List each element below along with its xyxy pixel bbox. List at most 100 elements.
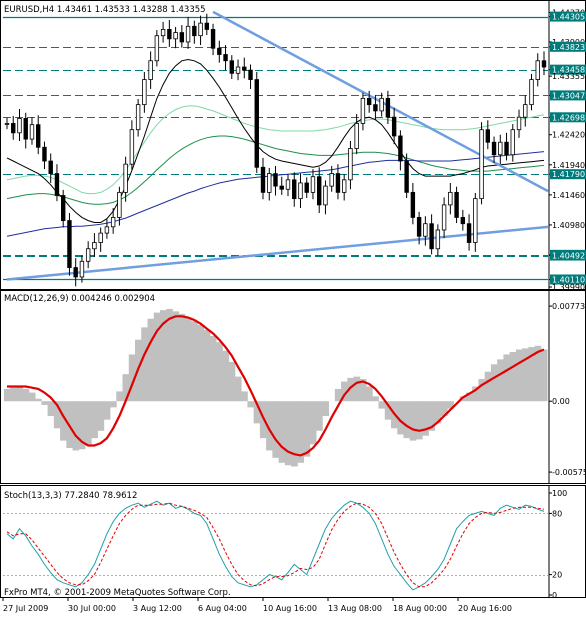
price-bar <box>148 51 153 89</box>
price-bar <box>110 208 116 234</box>
stoch-panel[interactable]: Stoch(13,3,3) 77.2840 78.9612 100 80 20 0 FxP… <box>0 485 586 618</box>
price-bar <box>185 16 191 49</box>
price-bar-body <box>429 223 434 250</box>
price-bar <box>135 98 141 137</box>
macd-histogram-bar <box>197 324 205 402</box>
price-bar <box>404 153 409 199</box>
price-bar <box>529 73 534 111</box>
macd-histogram-bar <box>384 401 392 420</box>
price-bar <box>348 140 353 190</box>
price-bar <box>535 53 540 87</box>
stoch-label: 80 <box>552 509 562 518</box>
macd-histogram-bar <box>484 371 492 402</box>
price-label: 1.41460 <box>552 191 585 200</box>
macd-histogram-bar <box>540 349 548 402</box>
macd-histogram-bar <box>103 401 111 420</box>
trendline-support <box>6 225 549 281</box>
price-bar <box>385 90 391 125</box>
price-bar-body <box>298 182 303 200</box>
price-panel[interactable]: EURUSD,H4 1.43461 1.43533 1.43288 1.4335… <box>0 0 586 290</box>
price-bar-body <box>179 32 185 43</box>
macd-histogram-bar <box>272 401 280 458</box>
price-bar-body <box>479 129 484 200</box>
macd-histogram-bar <box>216 342 223 402</box>
price-bar-body <box>373 104 378 112</box>
price-bar-body <box>379 97 384 112</box>
price-label-highlight <box>550 90 586 101</box>
macd-histogram-bar <box>222 350 230 402</box>
price-bar <box>60 189 66 228</box>
macd-histogram-bar <box>428 401 436 431</box>
macd-histogram-bar <box>503 354 511 402</box>
price-chart[interactable]: EURUSD,H4 1.43461 1.43533 1.43288 1.4335… <box>0 0 586 290</box>
time-label: 13 Aug 08:00 <box>328 604 382 613</box>
price-bar-body <box>23 118 28 140</box>
price-bar <box>273 166 278 196</box>
price-label-highlight <box>550 11 586 22</box>
price-bar-body <box>185 25 191 43</box>
macd-histogram-bar <box>22 388 30 402</box>
price-bar-body <box>204 22 210 30</box>
macd-histogram-bar <box>241 391 248 402</box>
price-bar <box>373 95 378 121</box>
price-bar <box>79 255 85 283</box>
macd-histogram-bar <box>397 401 404 435</box>
macd-histogram-bar <box>191 321 198 402</box>
macd-histogram-bar <box>353 376 361 402</box>
price-bar-body <box>129 129 135 165</box>
macd-histogram-bar <box>166 308 173 402</box>
macd-histogram-bar <box>509 352 517 402</box>
price-bar <box>204 13 210 36</box>
price-bar <box>341 174 347 201</box>
price-bar-body <box>17 118 22 134</box>
macd-histogram-bar <box>341 381 348 402</box>
price-bar-body <box>441 204 447 231</box>
macd-histogram-bar <box>35 398 42 402</box>
price-bar <box>254 72 259 173</box>
macd-histogram-bar <box>141 327 148 402</box>
price-bar-body <box>173 32 178 40</box>
price-bar-body <box>485 129 491 143</box>
price-bar <box>54 164 60 202</box>
price-bar <box>29 117 35 145</box>
price-bar <box>36 115 41 155</box>
price-bar-body <box>535 60 540 80</box>
macd-histogram-bar <box>434 401 442 424</box>
price-bar-body <box>454 191 459 218</box>
stoch-chart[interactable]: Stoch(13,3,3) 77.2840 78.9612 100 80 20 0 FxP… <box>0 485 586 618</box>
price-bar-body <box>541 60 547 68</box>
price-label: 1.40110 <box>552 275 585 284</box>
price-bar-body <box>323 185 328 206</box>
macd-histogram-bar <box>97 401 105 431</box>
macd-label: 0.007732 <box>552 302 586 311</box>
price-bar-body <box>435 229 441 250</box>
price-bar-body <box>423 223 428 237</box>
price-bar <box>279 176 284 195</box>
price-bar <box>198 15 203 46</box>
price-bar <box>454 186 459 224</box>
price-bar <box>223 45 228 71</box>
price-bar <box>104 219 110 239</box>
macd-histogram-bar <box>478 379 486 402</box>
price-bar-body <box>410 191 416 218</box>
macd-histogram-bar <box>297 401 304 463</box>
macd-histogram-bar <box>278 401 286 463</box>
macd-histogram-bar <box>372 396 379 402</box>
price-bar <box>435 224 441 256</box>
price-bar <box>23 112 28 149</box>
time-label: 30 Jul 00:00 <box>68 604 116 613</box>
price-bar-body <box>217 47 222 55</box>
macd-histogram-bar <box>147 318 155 402</box>
price-bar-body <box>160 29 166 37</box>
macd-chart[interactable]: MACD(12,26,9) 0.004246 0.002904 0.007732 0… <box>0 290 586 485</box>
macd-histogram-bar <box>247 401 255 408</box>
macd-histogram-bar <box>528 347 536 402</box>
macd-panel[interactable]: MACD(12,26,9) 0.004246 0.002904 0.007732 0… <box>0 290 586 485</box>
macd-histogram-bar <box>266 401 273 451</box>
macd-histogram-bar <box>178 313 186 402</box>
price-bar-body <box>335 173 341 193</box>
price-bar <box>92 233 97 257</box>
price-bar-body <box>148 60 153 80</box>
macd-label: -0.005758 <box>552 468 586 477</box>
macd-histogram-bar <box>347 377 354 402</box>
